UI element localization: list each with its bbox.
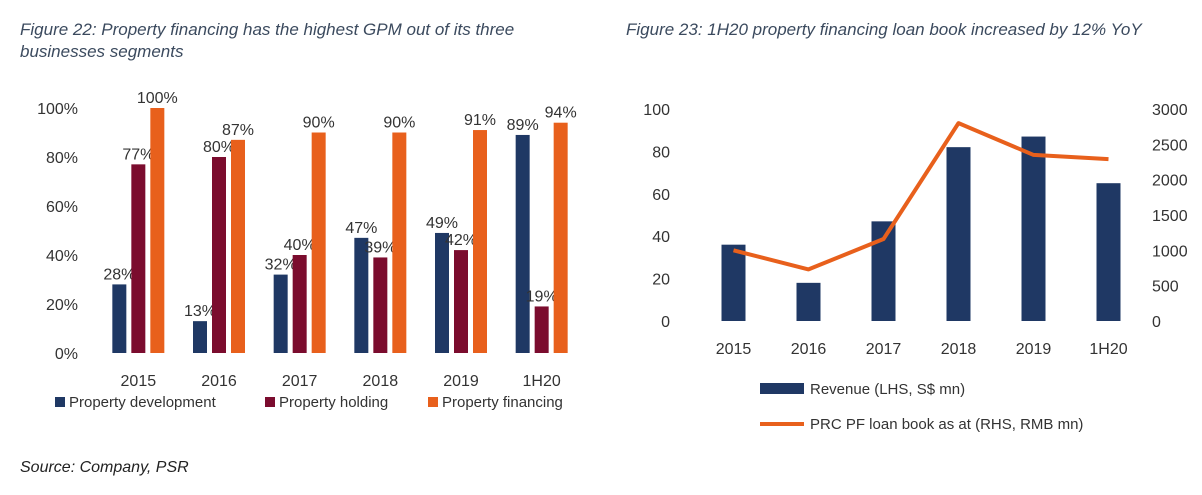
revenue-bar [1021,136,1046,321]
left-y-tick-label: 20 [652,272,670,289]
bar [311,132,326,353]
revenue-bar [1096,183,1121,321]
data-label: 40% [284,237,316,254]
bar [553,122,568,353]
bar [435,232,449,353]
x-tick-label: 2019 [443,373,479,390]
legend-swatch-revenue [760,383,804,394]
x-tick-label: 1H20 [523,373,561,390]
y-tick-label: 40% [46,248,78,265]
legend-swatch [428,397,438,407]
revenue-bar [796,282,821,321]
data-label: 42% [445,232,477,249]
bar [150,108,165,353]
x-tick-label: 2015 [716,341,752,358]
bar [231,139,245,353]
left-y-tick-label: 80 [652,144,670,161]
x-tick-label: 1H20 [1089,341,1127,358]
x-tick-label: 2015 [121,373,157,390]
bar [212,157,226,353]
bar [273,274,288,353]
y-tick-label: 80% [46,150,78,167]
data-label: 90% [383,115,415,132]
bar [515,134,530,353]
legend-label-loan-book: PRC PF loan book as at (RHS, RMB mn) [810,416,1083,433]
loan-book-line [733,121,1109,272]
right-y-tick-label: 1000 [1152,243,1188,260]
data-label: 19% [526,288,558,305]
bar [454,250,468,353]
revenue-bar [721,244,746,321]
data-label: 49% [426,215,458,232]
bar [473,130,487,353]
data-label: 13% [184,303,216,320]
bar [292,255,307,353]
y-tick-label: 0% [55,346,78,363]
left-y-tick-label: 60 [652,187,670,204]
bar [112,284,127,353]
left-figure-title: Figure 22: Property financing has the hi… [20,20,515,61]
x-tick-label: 2018 [363,373,399,390]
data-label: 77% [122,146,154,163]
right-y-tick-label: 2500 [1152,137,1188,154]
x-tick-label: 2016 [201,373,237,390]
bar [392,132,407,353]
legend-swatch [265,397,275,407]
left-y-tick-label: 100 [643,102,670,119]
loan-book-combo-chart: 0204060801000500100015002000250030002015… [643,102,1188,433]
bar [373,257,388,353]
legend-label: Property holding [279,394,388,411]
legend-label-revenue: Revenue (LHS, S$ mn) [810,381,965,398]
legend-swatch [55,397,65,407]
legend-label: Property financing [442,394,563,411]
right-figure-title: Figure 23: 1H20 property financing loan … [626,20,1142,39]
data-label: 94% [545,105,577,122]
data-label: 32% [265,257,297,274]
right-y-tick-label: 3000 [1152,102,1188,119]
data-label: 89% [507,117,539,134]
bar [534,306,549,353]
right-y-tick-label: 2000 [1152,173,1188,190]
data-label: 90% [303,115,335,132]
data-label: 87% [222,122,254,139]
data-label: 91% [464,112,496,129]
x-tick-label: 2018 [941,341,977,358]
y-tick-label: 20% [46,297,78,314]
data-label: 47% [345,220,377,237]
bar [193,321,207,353]
x-tick-label: 2017 [282,373,318,390]
left-y-tick-label: 0 [661,314,670,331]
right-y-tick-label: 1500 [1152,208,1188,225]
source-note: Source: Company, PSR [20,459,189,476]
right-y-tick-label: 500 [1152,279,1179,296]
left-y-tick-label: 40 [652,229,670,246]
bar [131,164,146,353]
x-tick-label: 2016 [791,341,827,358]
legend-label: Property development [69,394,217,411]
data-label: 39% [364,239,396,256]
bar [354,237,369,353]
gpm-bar-chart: 0% 20% 40% 60% 80% 100% 2015 28% 77% 100% 2016 13% 8… [37,90,577,411]
x-tick-label: 2019 [1016,341,1052,358]
data-label: 28% [103,266,135,283]
data-label: 100% [137,90,178,107]
right-y-tick-label: 0 [1152,314,1161,331]
y-tick-label: 100% [37,101,78,118]
x-tick-label: 2017 [866,341,902,358]
y-tick-label: 60% [46,199,78,216]
data-label: 80% [203,139,235,156]
revenue-bar [946,147,971,321]
